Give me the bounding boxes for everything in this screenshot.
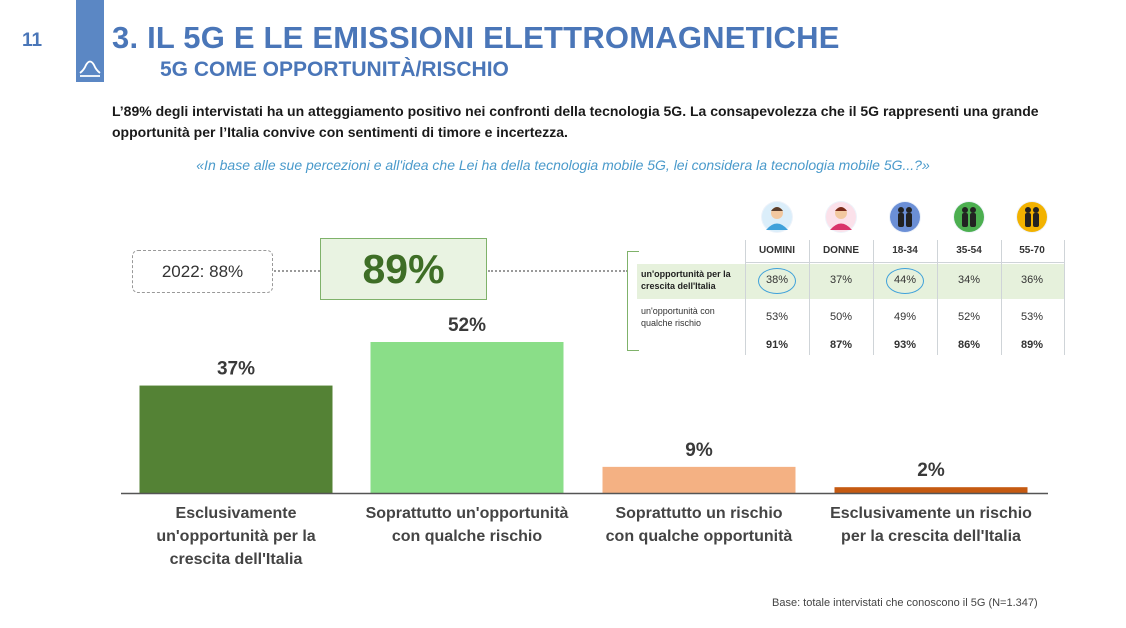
highlight-circle <box>758 268 796 294</box>
category-label-line: con qualche rischio <box>391 528 543 545</box>
column-header: 35-54 <box>956 245 982 256</box>
base-footnote: Base: totale intervistati che conoscono … <box>772 597 1038 609</box>
page-subtitle: 5G COME OPPORTUNITÀ/RISCHIO <box>160 58 509 81</box>
category-label: Soprattutto un'opportunità con qualche ri… <box>352 502 582 548</box>
previous-year-box: 2022: 88% <box>132 250 273 293</box>
table-cell: 53% <box>1020 311 1044 323</box>
column-header: UOMINI <box>758 245 796 256</box>
table-cell: 93% <box>893 339 917 351</box>
table-cell: 37% <box>829 274 853 286</box>
category-label-line: Soprattutto un rischio <box>615 505 783 522</box>
connector-right <box>488 270 628 272</box>
bar-3 <box>602 466 796 493</box>
connector-left <box>274 270 320 272</box>
bar-2 <box>370 342 564 493</box>
column-separator <box>809 240 810 355</box>
category-label-line: Esclusivamente <box>175 505 297 522</box>
column-separator <box>1064 240 1065 355</box>
table-cell: 91% <box>765 339 789 351</box>
man-icon <box>761 201 793 233</box>
bar-value-label: 52% <box>448 315 486 336</box>
brand-bar <box>76 0 104 82</box>
table-cell: 34% <box>957 274 981 286</box>
survey-question: «In base alle sue percezioni e all'idea … <box>196 157 930 173</box>
category-label-line: un'opportunità per la <box>156 528 316 545</box>
bar-value-label: 37% <box>217 359 255 380</box>
bar-4 <box>834 487 1028 493</box>
row-label: un'opportunità con qualche rischio <box>641 306 715 328</box>
category-label: Esclusivamente un'opportunità per la cresc… <box>121 502 351 571</box>
woman-icon <box>825 201 857 233</box>
category-label-line: con qualche opportunità <box>605 528 793 545</box>
category-label-line: crescita dell'Italia <box>169 551 303 568</box>
brand-logo-icon <box>79 60 101 77</box>
header-rule <box>745 262 1064 263</box>
lead-text: L’89% degli intervistati ha un atteggiam… <box>112 103 1039 140</box>
table-cell: 53% <box>765 311 789 323</box>
row-label: un'opportunità per la crescita dell'Ital… <box>641 269 731 291</box>
column-separator <box>873 240 874 355</box>
table-cell: 89% <box>1020 339 1044 351</box>
table-row <box>637 264 1064 299</box>
column-separator <box>937 240 938 355</box>
bar-1 <box>139 385 333 493</box>
page-title: 3. IL 5G E LE EMISSIONI ELETTROMAGNETICH… <box>112 20 840 55</box>
seniors-icon <box>1016 201 1048 233</box>
total-box: 89% <box>320 238 487 300</box>
table-cell: 86% <box>957 339 981 351</box>
column-header: 55-70 <box>1019 245 1045 256</box>
young-adults-icon <box>889 201 921 233</box>
table-brace <box>627 251 639 351</box>
table-cell: 87% <box>829 339 853 351</box>
column-separator <box>1001 240 1002 355</box>
category-label: Soprattutto un rischio con qualche opport… <box>584 502 814 548</box>
page-number: 11 <box>22 30 43 51</box>
bar-value-label: 9% <box>685 440 713 461</box>
category-label-line: Soprattutto un'opportunità <box>365 505 569 522</box>
table-cell: 36% <box>1020 274 1044 286</box>
table-cell: 52% <box>957 311 981 323</box>
category-label-line: Esclusivamente un rischio <box>830 505 1032 522</box>
column-header: DONNE <box>822 245 860 256</box>
table-cell: 49% <box>893 311 917 323</box>
category-label: Esclusivamente un rischio per la crescita… <box>816 502 1046 548</box>
table-cell: 50% <box>829 311 853 323</box>
bar-value-label: 2% <box>917 460 945 481</box>
column-header: 18-34 <box>892 245 918 256</box>
middle-age-icon <box>953 201 985 233</box>
column-separator <box>745 240 746 355</box>
highlight-circle <box>886 268 924 294</box>
category-label-line: per la crescita dell'Italia <box>841 528 1021 545</box>
